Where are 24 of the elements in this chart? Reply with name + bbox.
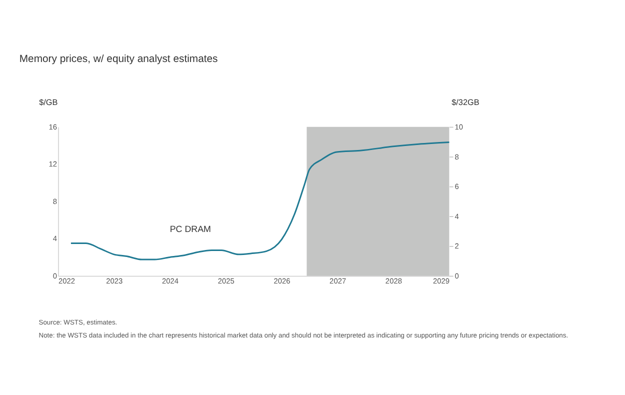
y2-tick-label: 0: [454, 271, 459, 280]
y2-tick-label: 4: [454, 212, 459, 221]
chart-title: Memory prices, w/ equity analyst estimates: [19, 54, 218, 66]
y2-tick-label: 10: [454, 122, 464, 132]
y-axis-title: $/GB: [39, 98, 58, 107]
x-tick-label: 2028: [385, 276, 402, 286]
line-series: [70, 141, 450, 260]
series-label: PC DRAM: [170, 224, 211, 234]
y-tick-label: 8: [52, 196, 57, 206]
y-tick-label: 4: [52, 234, 57, 244]
x-tick-label: 2026: [274, 276, 290, 286]
x-tick-label: 2022: [58, 276, 76, 286]
x-tick-label: 2023: [106, 276, 123, 286]
y2-axis-title: $/32GB: [452, 98, 480, 107]
y-tick-label: 16: [48, 122, 57, 132]
y-tick-label: 12: [48, 160, 57, 169]
y2-tick-label: 2: [454, 242, 459, 251]
y2-tick-label: 8: [454, 152, 459, 162]
x-tick-label: 2025: [218, 276, 234, 286]
y2-tick-label: 6: [454, 182, 459, 192]
x-tick-label: 2029: [433, 276, 450, 286]
x-tick-label: 2024: [162, 276, 178, 286]
x-tick-label: 2027: [330, 276, 346, 286]
y-tick-label: 0: [52, 271, 57, 280]
